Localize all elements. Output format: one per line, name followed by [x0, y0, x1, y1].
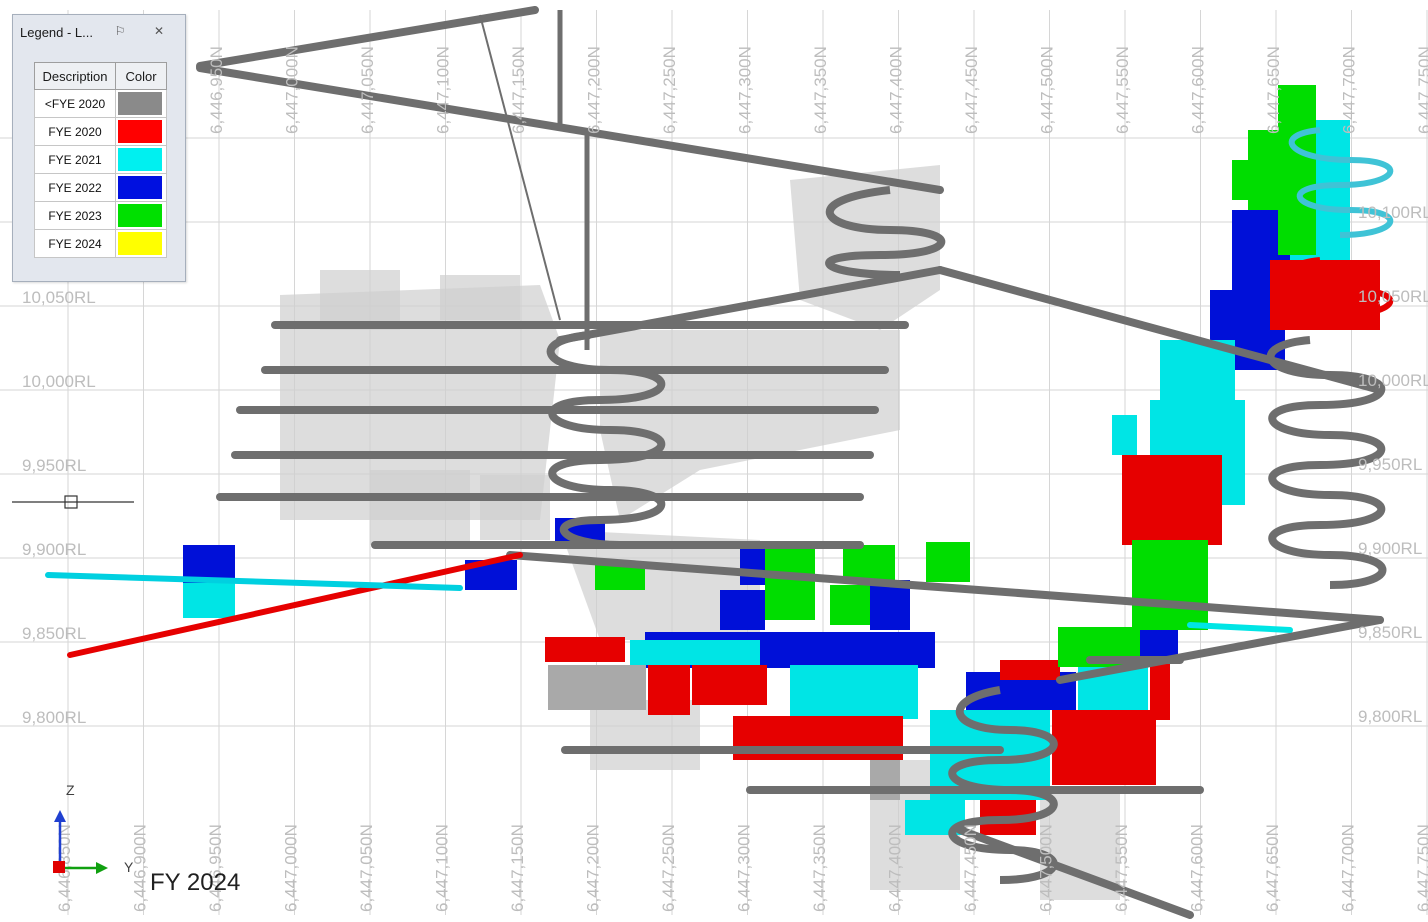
legend-row[interactable]: FYE 2020 — [34, 117, 167, 146]
column-header-description[interactable]: Description — [34, 62, 116, 90]
legend-table: Description Color <FYE 2020 FYE 2020 FYE 2… — [34, 62, 167, 258]
legend-row-label: FYE 2022 — [34, 173, 116, 202]
northing-labels-bottom: 6,446,850N6,446,900N6,446,950N6,447,000N… — [55, 824, 1428, 912]
northing-label: 6,447,150N — [508, 824, 527, 912]
northing-label: 6,447,650N — [1263, 824, 1282, 912]
legend-row[interactable]: <FYE 2020 — [34, 89, 167, 118]
rl-label: 10,050RL — [22, 288, 96, 307]
y-axis-label: Y — [124, 859, 134, 875]
z-axis-label: Z — [66, 782, 75, 798]
rl-labels-right: 10,100RL 10,050RL 10,000RL 9,950RL 9,900RL 9,… — [1358, 203, 1428, 726]
legend-row-label: FYE 2024 — [34, 229, 116, 258]
legend-row-swatch — [115, 229, 167, 258]
rl-label: 9,850RL — [1358, 623, 1422, 642]
rl-label: 10,000RL — [22, 372, 96, 391]
northing-label: 6,447,650N — [1264, 46, 1283, 134]
northing-label: 6,446,900N — [131, 824, 150, 912]
northing-label: 6,446,950N — [207, 46, 226, 134]
rl-label: 10,100RL — [1358, 203, 1428, 222]
northing-label: 6,447,200N — [584, 824, 603, 912]
rl-label: 9,800RL — [22, 708, 86, 727]
stopes-fy2020 — [545, 260, 1380, 835]
northing-label: 6,447,050N — [357, 824, 376, 912]
legend-row-label: FYE 2023 — [34, 201, 116, 230]
legend-row[interactable]: FYE 2023 — [34, 201, 167, 230]
northing-label: 6,447,300N — [735, 824, 754, 912]
legend-row-swatch — [115, 145, 167, 174]
legend-window[interactable]: Legend - L... ⚐ ✕ Description Color <FYE… — [12, 14, 186, 282]
legend-row-label: <FYE 2020 — [34, 89, 116, 118]
legend-row-label: FYE 2021 — [34, 145, 116, 174]
legend-row[interactable]: FYE 2022 — [34, 173, 167, 202]
northing-label: 6,447,450N — [961, 824, 980, 912]
legend-row[interactable]: FYE 2024 — [34, 229, 167, 258]
northing-label: 6,447,050N — [358, 46, 377, 134]
northing-label: 6,446,950N — [206, 824, 225, 912]
rl-label: 9,850RL — [22, 624, 86, 643]
legend-row[interactable]: FYE 2021 — [34, 145, 167, 174]
development-drives — [45, 552, 1293, 658]
northing-label: 6,447,100N — [433, 824, 452, 912]
cyan-helix — [1288, 127, 1394, 238]
legend-row-swatch — [115, 173, 167, 202]
northing-label: 6,447,500N — [1037, 824, 1056, 912]
legend-row-swatch — [115, 117, 167, 146]
northing-label: 6,447,350N — [810, 824, 829, 912]
helical-declines — [546, 186, 1387, 884]
rl-label: 10,000RL — [1358, 371, 1428, 390]
northing-label: 6,447,600N — [1189, 46, 1208, 134]
northing-label: 6,447,600N — [1188, 824, 1207, 912]
northing-label: 6,447,750N — [1415, 46, 1428, 134]
rl-label: 9,900RL — [22, 540, 86, 559]
northing-label: 6,447,750N — [1414, 824, 1428, 912]
rl-label: 9,800RL — [1358, 707, 1422, 726]
northing-labels-top: 6,446,950N 6,447,000N 6,447,050N 6,447,100N… — [207, 46, 1428, 134]
orientation-axes: Z Y — [53, 782, 134, 875]
northing-label: 6,447,400N — [887, 46, 906, 134]
northing-label: 6,447,150N — [509, 46, 528, 134]
crosshair-cursor — [12, 495, 134, 509]
northing-label: 6,447,000N — [282, 824, 301, 912]
northing-label: 6,447,550N — [1112, 824, 1131, 912]
northing-label: 6,447,550N — [1113, 46, 1132, 134]
northing-label: 6,447,700N — [1339, 824, 1358, 912]
rl-label: 9,950RL — [22, 456, 86, 475]
northing-label: 6,447,250N — [659, 824, 678, 912]
rl-label: 9,950RL — [1358, 455, 1422, 474]
red-helix — [1288, 257, 1394, 318]
legend-row-label: FYE 2020 — [34, 117, 116, 146]
northing-label: 6,447,500N — [1038, 46, 1057, 134]
legend-titlebar[interactable]: Legend - L... ⚐ ✕ — [13, 15, 185, 49]
pin-icon[interactable]: ⚐ — [114, 24, 126, 38]
legend-row-swatch — [115, 201, 167, 230]
northing-label: 6,447,400N — [886, 824, 905, 912]
rl-label: 10,050RL — [1358, 287, 1428, 306]
close-icon[interactable]: ✕ — [153, 24, 165, 38]
column-header-color[interactable]: Color — [115, 62, 167, 90]
northing-label: 6,447,450N — [962, 46, 981, 134]
rl-label: 9,900RL — [1358, 539, 1422, 558]
northing-label: 6,447,000N — [283, 46, 302, 134]
northing-label: 6,447,250N — [660, 46, 679, 134]
legend-row-swatch — [115, 89, 167, 118]
northing-label: 6,447,350N — [811, 46, 830, 134]
caption-label: FY 2024 — [150, 869, 240, 896]
legend-title: Legend - L... — [20, 24, 93, 40]
northing-label: 6,447,700N — [1340, 46, 1359, 134]
stopes-fy2020-grey — [548, 665, 900, 800]
northing-label: 6,447,100N — [434, 46, 453, 134]
northing-label: 6,447,200N — [585, 46, 604, 134]
rl-labels-left: 10,050RL 10,000RL 9,950RL 9,900RL 9,850RL 9,8… — [22, 288, 96, 727]
shafts — [479, 10, 590, 350]
northing-label: 6,447,300N — [736, 46, 755, 134]
